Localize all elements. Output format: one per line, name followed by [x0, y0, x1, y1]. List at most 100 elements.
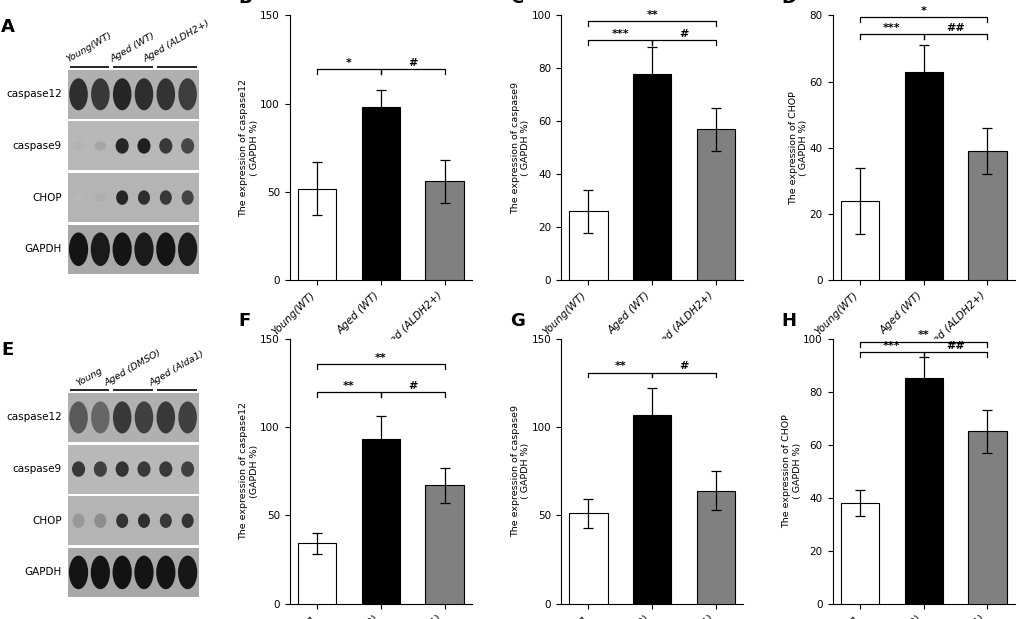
Ellipse shape — [178, 556, 197, 589]
Ellipse shape — [178, 78, 197, 110]
Ellipse shape — [135, 233, 154, 266]
Text: Young(WT): Young(WT) — [65, 31, 114, 64]
Bar — [425, 181, 464, 280]
Text: **: ** — [342, 381, 355, 391]
Ellipse shape — [135, 78, 153, 110]
Ellipse shape — [116, 191, 128, 205]
Ellipse shape — [115, 138, 128, 154]
Ellipse shape — [115, 461, 128, 477]
Text: #: # — [679, 28, 688, 38]
Bar — [298, 543, 336, 604]
Text: B: B — [238, 0, 252, 7]
Text: CHOP: CHOP — [33, 516, 62, 526]
Ellipse shape — [69, 556, 88, 589]
Ellipse shape — [91, 402, 109, 433]
Ellipse shape — [138, 138, 151, 154]
Bar — [904, 72, 942, 280]
Ellipse shape — [91, 78, 109, 110]
Text: ***: *** — [882, 22, 900, 33]
Bar — [569, 514, 607, 604]
Bar — [967, 151, 1006, 280]
Ellipse shape — [138, 514, 150, 528]
Text: #: # — [408, 58, 417, 67]
Ellipse shape — [156, 556, 175, 589]
Text: **: ** — [646, 10, 657, 20]
Bar — [840, 503, 878, 604]
Ellipse shape — [73, 194, 84, 201]
Text: F: F — [238, 312, 251, 330]
Y-axis label: The expression of caspase12
( GAPDH %): The expression of caspase12 ( GAPDH %) — [239, 79, 259, 217]
Ellipse shape — [69, 233, 88, 266]
Text: caspase9: caspase9 — [12, 464, 62, 474]
Bar — [569, 212, 607, 280]
Ellipse shape — [135, 556, 154, 589]
Text: **: ** — [917, 331, 928, 340]
Ellipse shape — [69, 402, 88, 433]
Text: ##: ## — [946, 22, 964, 33]
Text: A: A — [1, 18, 15, 36]
Text: ##: ## — [946, 341, 964, 351]
Ellipse shape — [181, 461, 194, 477]
Bar — [67, 548, 199, 597]
Ellipse shape — [138, 191, 150, 205]
Bar — [840, 201, 878, 280]
Y-axis label: The expression of CHOP
( GAPDH %): The expression of CHOP ( GAPDH %) — [782, 414, 801, 528]
Text: Aged (ALDH2+): Aged (ALDH2+) — [142, 19, 211, 64]
Y-axis label: The expression of CHOP
( GAPDH %): The expression of CHOP ( GAPDH %) — [788, 91, 807, 205]
Text: CHOP: CHOP — [33, 193, 62, 202]
Bar — [67, 393, 199, 442]
Y-axis label: The expression of caspase9
( GAPDH %): The expression of caspase9 ( GAPDH %) — [511, 405, 530, 537]
Bar — [425, 485, 464, 604]
Ellipse shape — [178, 233, 197, 266]
Ellipse shape — [116, 514, 128, 528]
Ellipse shape — [95, 514, 106, 528]
Ellipse shape — [138, 461, 151, 477]
Ellipse shape — [95, 194, 106, 201]
Ellipse shape — [181, 514, 194, 528]
Text: Young: Young — [74, 366, 104, 387]
Ellipse shape — [156, 233, 175, 266]
Text: caspase9: caspase9 — [12, 141, 62, 151]
Bar — [67, 496, 199, 545]
Text: D: D — [781, 0, 796, 7]
Bar — [967, 431, 1006, 604]
Ellipse shape — [135, 402, 153, 433]
Y-axis label: The expression of caspase9
( GAPDH %): The expression of caspase9 ( GAPDH %) — [511, 82, 530, 214]
Bar — [362, 107, 399, 280]
Text: GAPDH: GAPDH — [24, 568, 62, 578]
Text: #: # — [408, 381, 417, 391]
Bar — [67, 173, 199, 222]
Bar — [696, 490, 735, 604]
Ellipse shape — [112, 233, 131, 266]
Ellipse shape — [112, 556, 131, 589]
Bar — [67, 225, 199, 274]
Ellipse shape — [69, 78, 88, 110]
Text: C: C — [510, 0, 523, 7]
Text: caspase12: caspase12 — [6, 89, 62, 99]
Ellipse shape — [113, 402, 131, 433]
Bar — [67, 70, 199, 119]
Ellipse shape — [181, 138, 194, 154]
Bar — [67, 121, 199, 170]
Ellipse shape — [156, 402, 175, 433]
Bar — [362, 439, 399, 604]
Text: *: * — [345, 58, 352, 67]
Ellipse shape — [159, 138, 172, 154]
Ellipse shape — [113, 78, 131, 110]
Text: caspase12: caspase12 — [6, 412, 62, 422]
Text: E: E — [1, 341, 13, 359]
Text: ***: *** — [882, 341, 900, 351]
Ellipse shape — [178, 402, 197, 433]
Text: ***: *** — [611, 28, 629, 38]
Bar — [633, 74, 671, 280]
Text: #: # — [679, 361, 688, 371]
Text: Aged (Alda1): Aged (Alda1) — [148, 349, 206, 387]
Bar — [696, 129, 735, 280]
Ellipse shape — [72, 461, 85, 477]
Text: GAPDH: GAPDH — [24, 245, 62, 254]
Ellipse shape — [72, 141, 85, 150]
Ellipse shape — [91, 556, 110, 589]
Ellipse shape — [160, 514, 171, 528]
Text: *: * — [920, 6, 925, 16]
Text: Aged (DMSO): Aged (DMSO) — [103, 348, 163, 387]
